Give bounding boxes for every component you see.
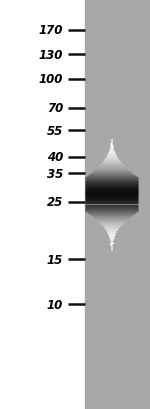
Text: 25: 25 xyxy=(47,196,63,209)
Text: 100: 100 xyxy=(39,73,63,86)
Text: 35: 35 xyxy=(47,167,63,180)
Text: 70: 70 xyxy=(47,102,63,115)
Text: 130: 130 xyxy=(39,49,63,62)
Text: 40: 40 xyxy=(47,151,63,164)
Text: 15: 15 xyxy=(47,253,63,266)
Bar xyxy=(85,0,150,409)
Text: 55: 55 xyxy=(47,124,63,137)
Text: 10: 10 xyxy=(47,298,63,311)
Text: 170: 170 xyxy=(39,24,63,37)
